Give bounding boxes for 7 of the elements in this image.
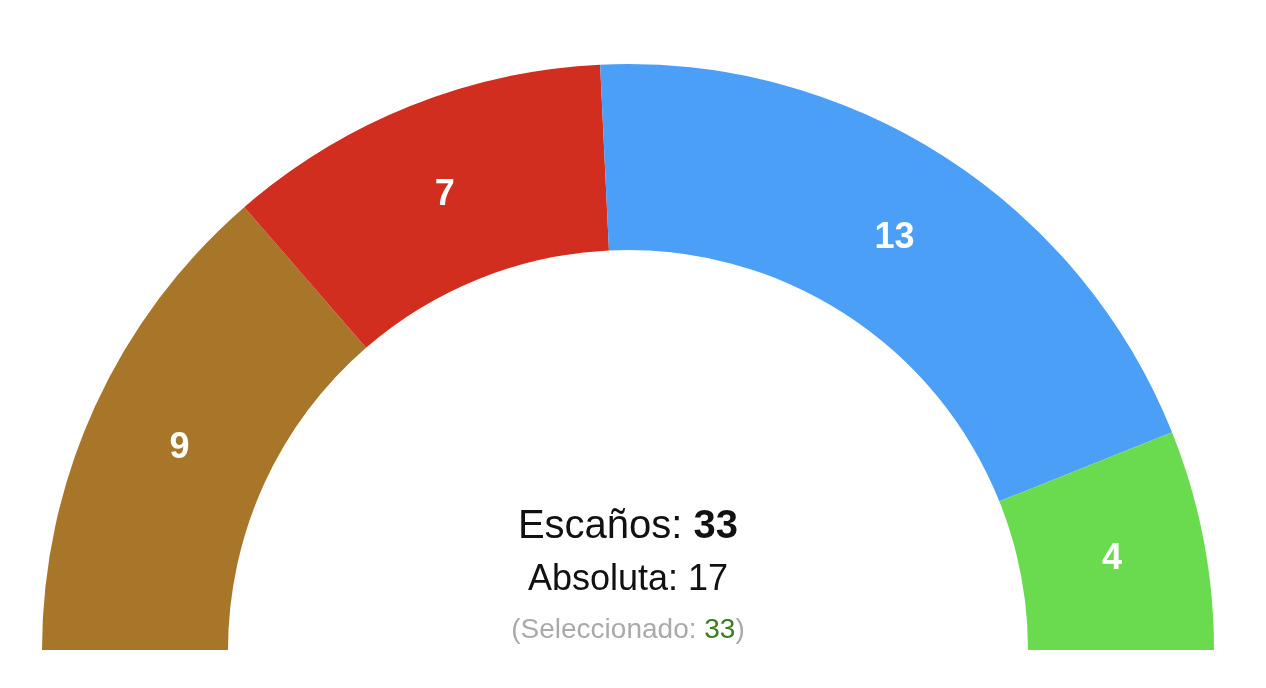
text: Escaños: 33 <box>517 502 739 546</box>
data-label: 13 <box>874 214 915 256</box>
text: (Seleccionado: 33) <box>511 613 745 644</box>
data-label: 9 <box>169 424 190 466</box>
data-label: 4 <box>1102 536 1123 578</box>
data-label: 7 <box>434 171 455 213</box>
text: Absoluta: 17 <box>527 557 729 598</box>
